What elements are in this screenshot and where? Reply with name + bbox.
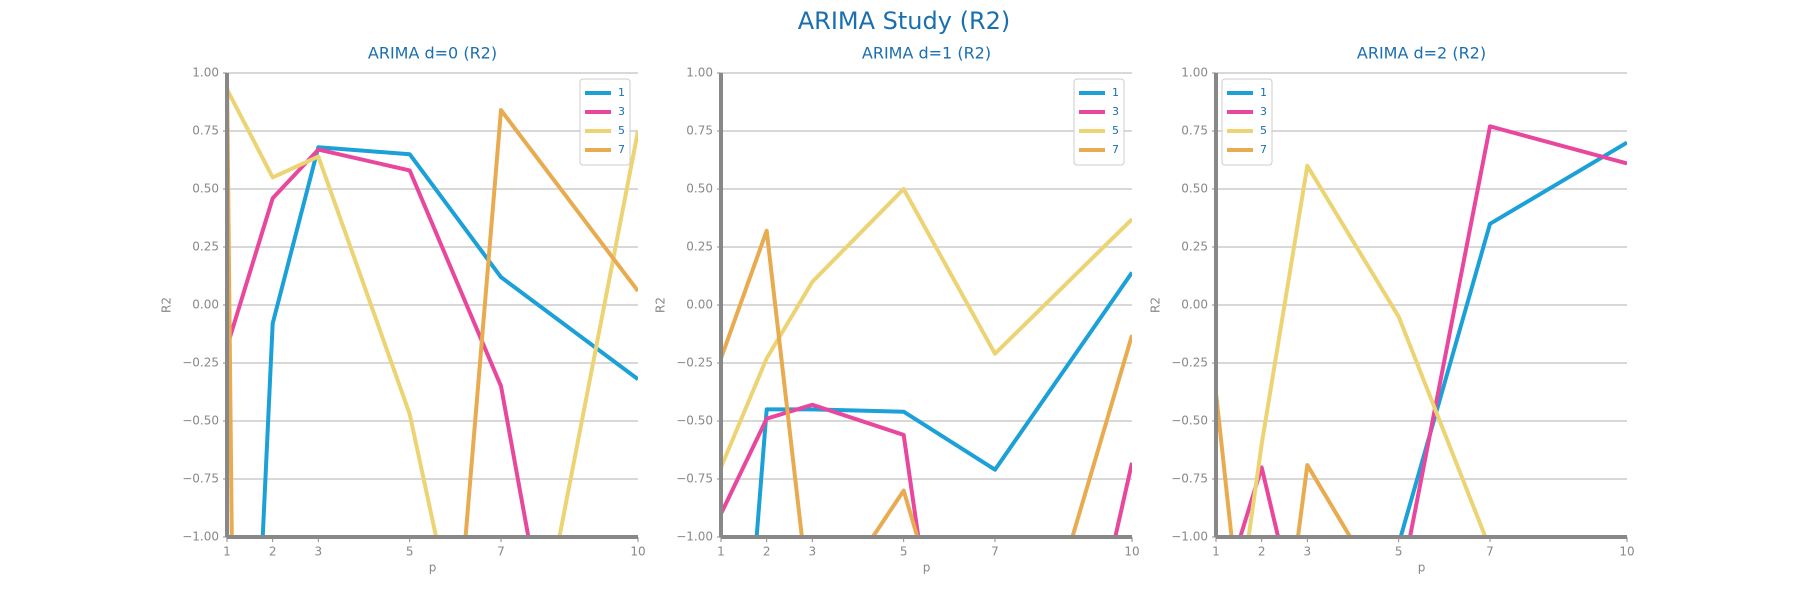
y-axis-label: R2 xyxy=(1149,297,1163,313)
y-tick-label: 0.75 xyxy=(192,124,219,138)
x-tick-label: 3 xyxy=(809,545,817,559)
legend-box xyxy=(579,78,631,166)
y-tick-label: 1.00 xyxy=(1181,66,1208,80)
x-axis-label: p xyxy=(1418,561,1426,575)
x-tick-label: 1 xyxy=(1212,545,1220,559)
plot-area xyxy=(721,187,1132,539)
series-line xyxy=(721,228,1132,539)
y-tick-label: −0.75 xyxy=(1171,472,1208,486)
y-tick-label: −1.00 xyxy=(1171,530,1208,544)
x-tick-label: 3 xyxy=(1304,545,1312,559)
y-tick-label: −0.25 xyxy=(676,356,713,370)
y-tick-label: −0.75 xyxy=(676,472,713,486)
y-tick-label: 0.00 xyxy=(686,298,713,312)
x-tick-label: 10 xyxy=(630,545,645,559)
legend-label: 7 xyxy=(618,143,625,156)
y-axis-label: R2 xyxy=(654,297,668,313)
y-tick-label: 0.75 xyxy=(686,124,713,138)
x-tick-label: 1 xyxy=(223,545,231,559)
series-line xyxy=(721,187,1132,469)
series-line xyxy=(260,145,638,539)
y-tick-label: 0.00 xyxy=(1181,298,1208,312)
series-line xyxy=(227,75,638,539)
y-tick-label: −0.50 xyxy=(1171,414,1208,428)
y-tick-label: 0.00 xyxy=(192,298,219,312)
series-line xyxy=(227,147,531,539)
subplot-title: ARIMA d=0 (R2) xyxy=(368,44,497,63)
series-line xyxy=(721,402,1132,539)
y-tick-label: 1.00 xyxy=(686,66,713,80)
legend-label: 1 xyxy=(1260,86,1267,99)
x-tick-label: 5 xyxy=(406,545,414,559)
series-line xyxy=(227,88,638,539)
legend-box xyxy=(1221,78,1273,166)
legend-label: 3 xyxy=(1112,105,1119,118)
x-tick-label: 10 xyxy=(1619,545,1634,559)
y-tick-label: −0.75 xyxy=(182,472,219,486)
y-tick-label: −1.00 xyxy=(182,530,219,544)
subplot-title: ARIMA d=1 (R2) xyxy=(862,44,991,63)
x-tick-label: 5 xyxy=(1395,545,1403,559)
legend-label: 7 xyxy=(1260,143,1267,156)
x-tick-label: 10 xyxy=(1124,545,1139,559)
series-line xyxy=(1246,163,1489,539)
x-tick-label: 7 xyxy=(991,545,999,559)
legend-label: 5 xyxy=(1112,124,1119,137)
y-tick-label: 0.50 xyxy=(686,182,713,196)
x-axis-label: p xyxy=(429,561,437,575)
legend-label: 7 xyxy=(1112,143,1119,156)
subplot-title: ARIMA d=2 (R2) xyxy=(1357,44,1486,63)
x-tick-label: 2 xyxy=(269,545,277,559)
legend-label: 5 xyxy=(1260,124,1267,137)
y-tick-label: 0.50 xyxy=(1181,182,1208,196)
y-tick-label: −0.50 xyxy=(676,414,713,428)
y-axis-label: R2 xyxy=(160,297,174,313)
legend-label: 3 xyxy=(1260,105,1267,118)
x-tick-label: 7 xyxy=(497,545,505,559)
legend-label: 1 xyxy=(1112,86,1119,99)
plot-area xyxy=(227,75,638,539)
series-line xyxy=(754,271,1132,539)
y-tick-label: −0.25 xyxy=(182,356,219,370)
y-tick-label: −0.25 xyxy=(1171,356,1208,370)
figure-title: ARIMA Study (R2) xyxy=(798,7,1011,35)
x-tick-label: 2 xyxy=(763,545,771,559)
y-tick-label: 1.00 xyxy=(192,66,219,80)
y-tick-label: −1.00 xyxy=(676,530,713,544)
x-tick-label: 2 xyxy=(1258,545,1266,559)
x-tick-label: 5 xyxy=(900,545,908,559)
legend-box xyxy=(1073,78,1125,166)
x-tick-label: 7 xyxy=(1486,545,1494,559)
legend-label: 5 xyxy=(618,124,625,137)
y-tick-label: 0.25 xyxy=(686,240,713,254)
y-tick-label: 0.25 xyxy=(192,240,219,254)
y-tick-label: 0.25 xyxy=(1181,240,1208,254)
x-axis-label: p xyxy=(923,561,931,575)
y-tick-label: 0.50 xyxy=(192,182,219,196)
legend-label: 3 xyxy=(618,105,625,118)
y-tick-label: 0.75 xyxy=(1181,124,1208,138)
legend-label: 1 xyxy=(618,86,625,99)
y-tick-label: −0.50 xyxy=(182,414,219,428)
plot-area xyxy=(1216,124,1627,539)
x-tick-label: 3 xyxy=(315,545,323,559)
series-line xyxy=(1398,140,1627,539)
x-tick-label: 1 xyxy=(717,545,725,559)
